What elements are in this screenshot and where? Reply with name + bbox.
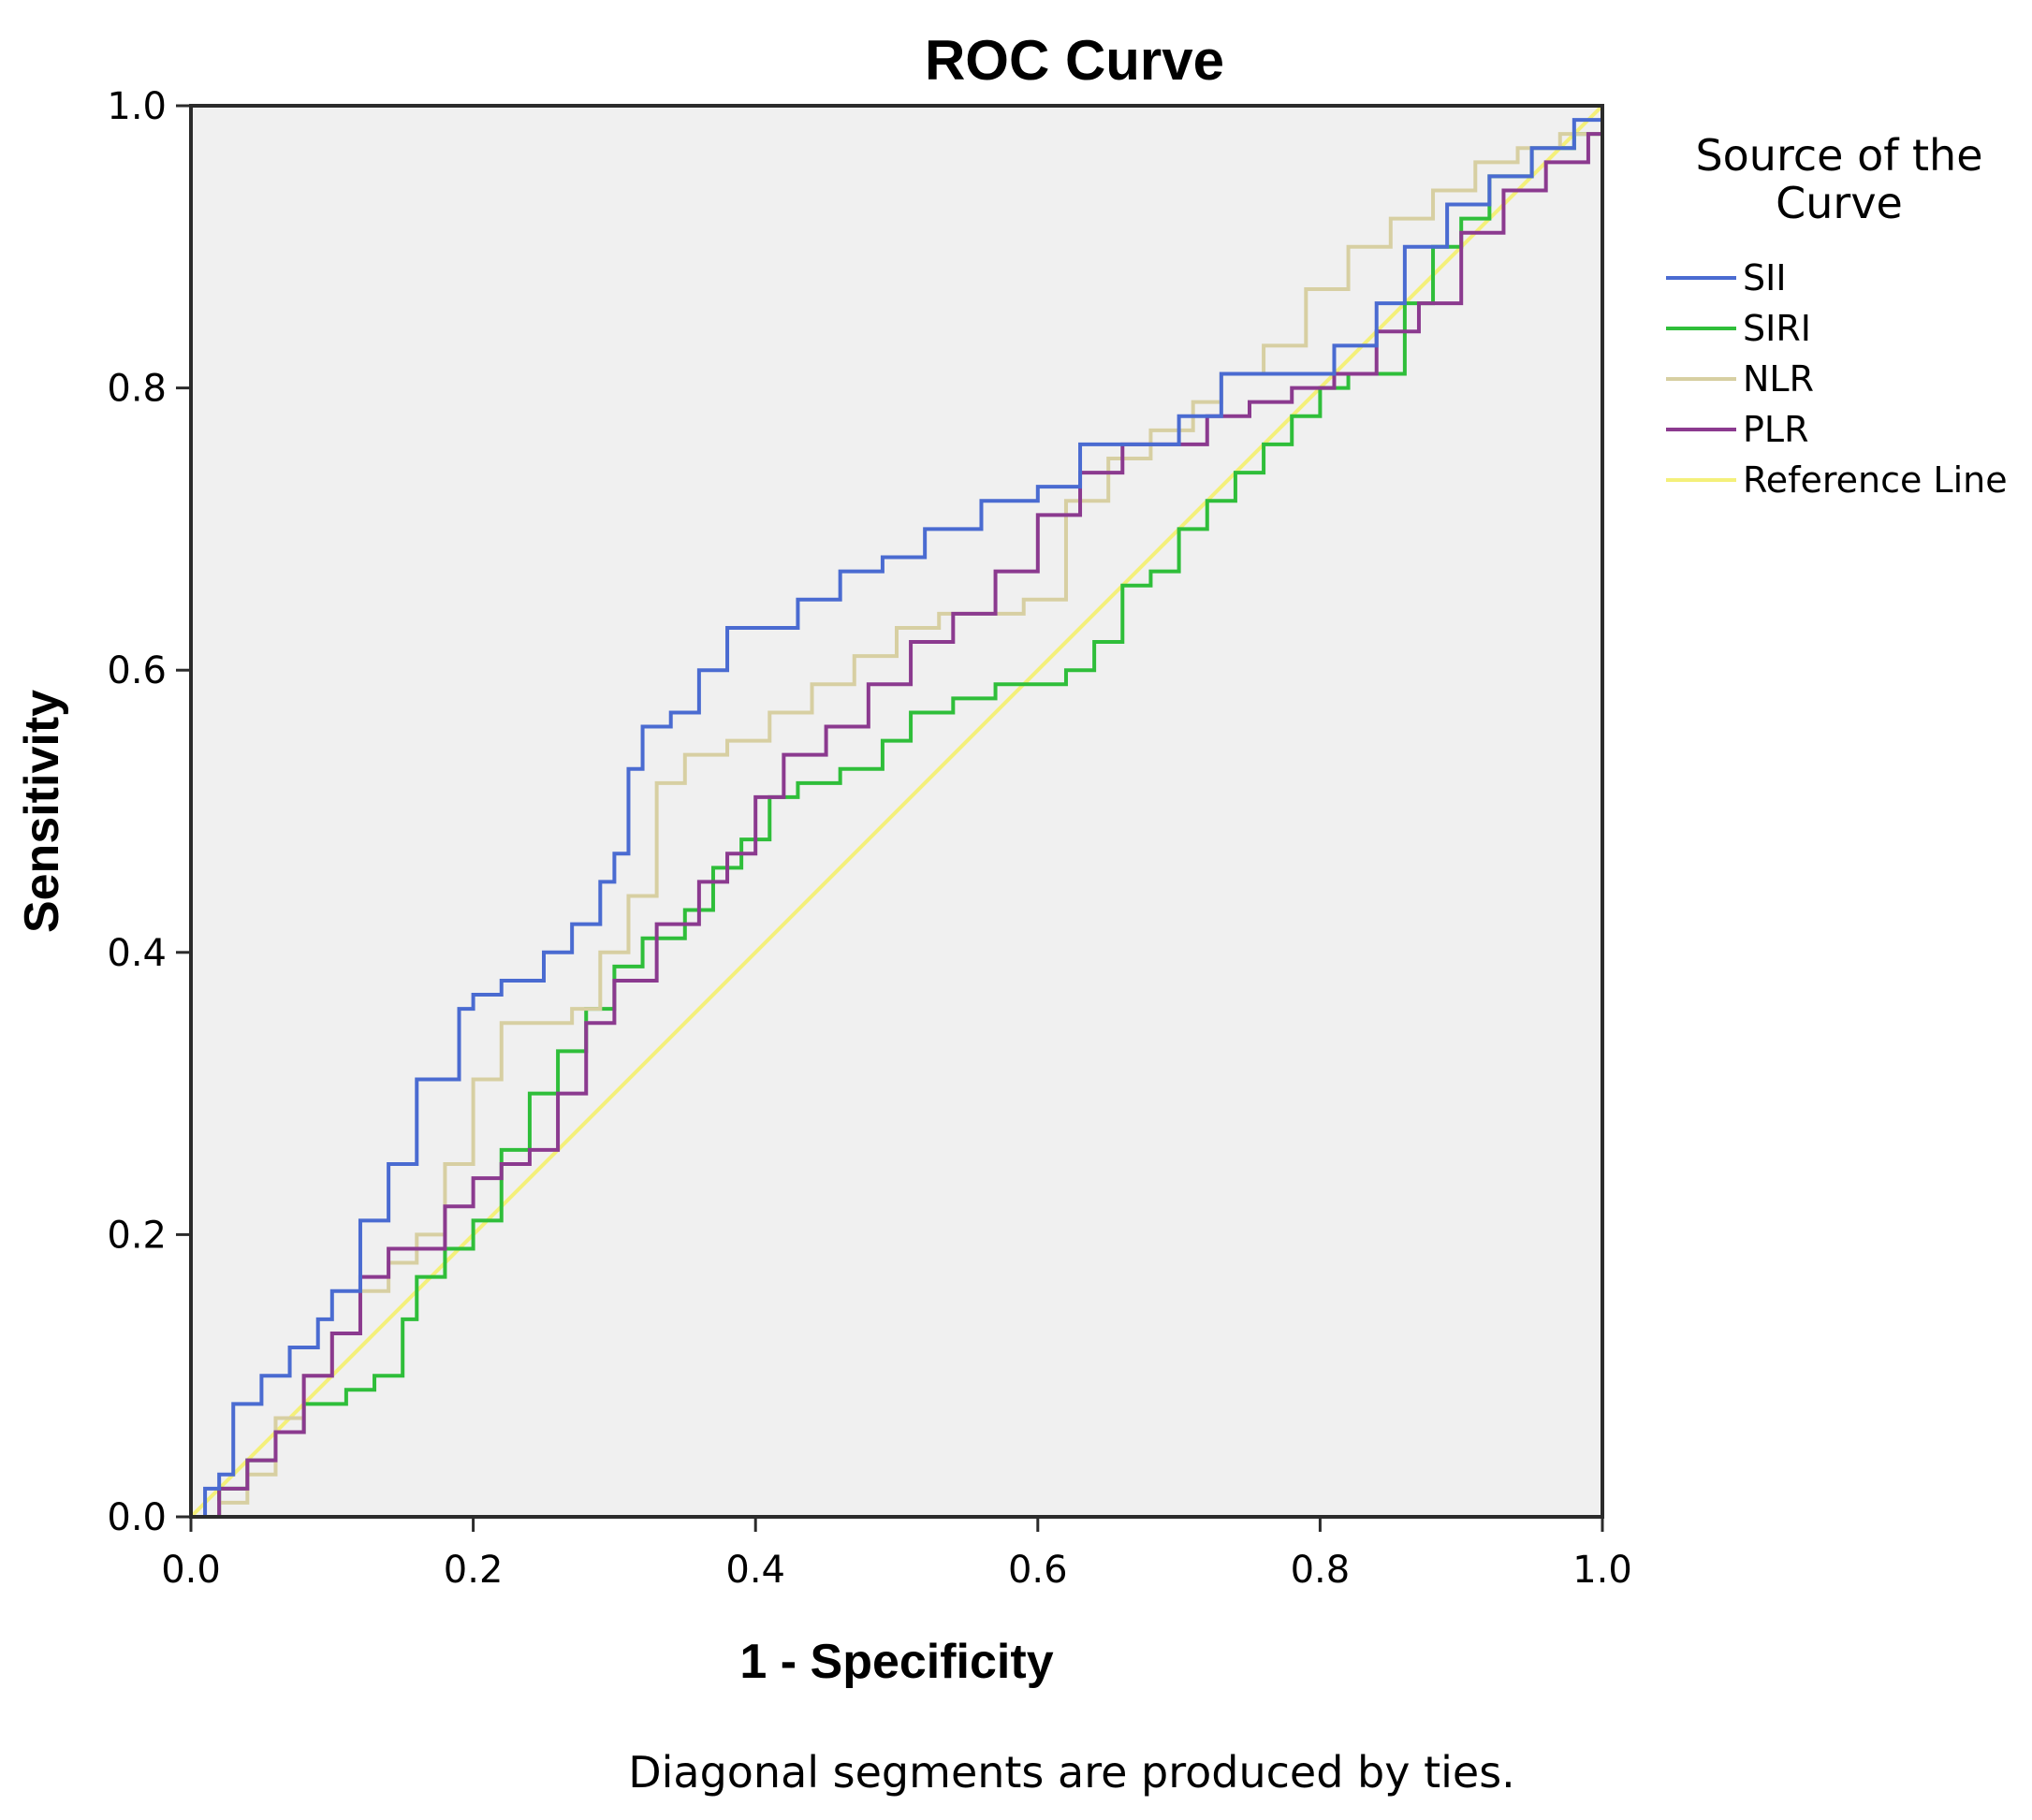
y-tick-label: 1.0 bbox=[107, 85, 167, 128]
legend-label-siri: SIRI bbox=[1743, 308, 1811, 349]
y-tick-label: 0.0 bbox=[107, 1496, 167, 1539]
y-axis-title: Sensitivity bbox=[15, 690, 69, 933]
x-tick-label: 0.2 bbox=[444, 1549, 504, 1592]
legend-title-line1: Source of the bbox=[1695, 130, 1982, 181]
chart-title: ROC Curve bbox=[925, 29, 1224, 92]
x-tick-label: 0.6 bbox=[1008, 1549, 1068, 1592]
x-tick-label: 0.4 bbox=[725, 1549, 785, 1592]
footnote: Diagonal segments are produced by ties. bbox=[628, 1747, 1515, 1798]
y-tick-label: 0.6 bbox=[107, 649, 167, 692]
y-tick-label: 0.2 bbox=[107, 1214, 167, 1257]
y-tick-label: 0.4 bbox=[107, 932, 167, 975]
legend-label-sii: SII bbox=[1743, 257, 1787, 298]
x-axis-title: 1 - Specificity bbox=[739, 1635, 1053, 1689]
series-lines bbox=[189, 104, 1604, 1519]
x-tick-label: 0.0 bbox=[161, 1549, 221, 1592]
series-line-plr bbox=[191, 106, 1604, 1519]
plot-frame bbox=[189, 104, 1604, 1519]
legend-label-nlr: NLR bbox=[1743, 358, 1814, 400]
series-line-nlr bbox=[191, 106, 1604, 1519]
axis-ticks: 0.0 0.2 0.4 0.6 0.8 1.0 0.0 0.2 0.4 0.6 0.8 1.0 bbox=[107, 85, 1631, 1592]
y-tick-label: 0.8 bbox=[107, 368, 167, 411]
legend-title-line2: Curve bbox=[1776, 178, 1903, 228]
x-tick-label: 1.0 bbox=[1572, 1549, 1632, 1592]
legend-items: SII SIRI NLR PLR Reference Line bbox=[1666, 257, 2008, 501]
legend: Source of the Curve SII SIRI NLR PLR Referen… bbox=[1666, 130, 2008, 501]
series-line-reference-line bbox=[189, 104, 1604, 1519]
series-line-sii bbox=[191, 106, 1604, 1519]
legend-label-plr: PLR bbox=[1743, 409, 1809, 450]
legend-label-reference-line: Reference Line bbox=[1743, 459, 2008, 501]
x-tick-label: 0.8 bbox=[1291, 1549, 1351, 1592]
